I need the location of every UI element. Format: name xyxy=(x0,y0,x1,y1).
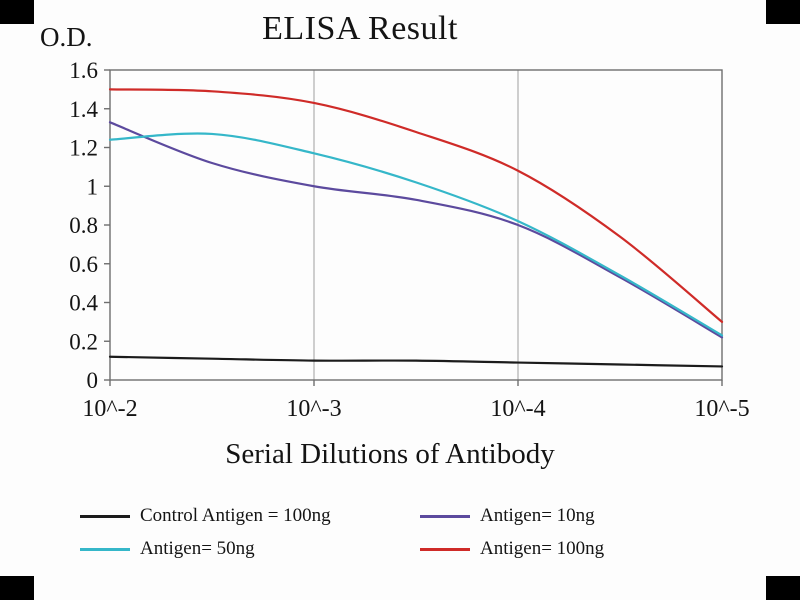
legend-item: Control Antigen = 100ng xyxy=(80,505,420,527)
series-line-antigen-50ng xyxy=(108,132,724,337)
legend-item: Antigen= 50ng xyxy=(80,538,420,560)
y-tick-label: 0 xyxy=(87,368,99,393)
y-tick-label: 1 xyxy=(87,174,99,199)
y-tick-label: 0.6 xyxy=(69,252,98,277)
legend-line-swatch xyxy=(420,547,470,551)
legend-item: Antigen= 10ng xyxy=(420,505,760,527)
corner-mark xyxy=(766,576,800,600)
y-tick-label: 0.8 xyxy=(69,213,98,238)
x-tick-label: 10^-4 xyxy=(490,396,545,422)
x-axis-title: Serial Dilutions of Antibody xyxy=(225,438,555,470)
y-tick-label: 1.2 xyxy=(69,136,98,161)
x-tick-label: 10^-3 xyxy=(286,396,341,422)
legend-line-swatch xyxy=(420,514,470,518)
legend-line-swatch xyxy=(80,514,130,518)
legend: Control Antigen = 100ng Antigen= 10ng Anti… xyxy=(80,505,760,560)
legend-label: Antigen= 100ng xyxy=(480,538,605,559)
corner-mark xyxy=(0,576,34,600)
series-line-antigen-100ng xyxy=(108,88,724,323)
series-line-control-antigen-100ng xyxy=(108,355,724,368)
x-tick-label: 10^-5 xyxy=(694,396,749,422)
y-axis-title: O.D. xyxy=(40,22,93,52)
y-tick-label: 0.4 xyxy=(69,291,98,316)
chart-title: ELISA Result xyxy=(262,10,458,47)
corner-mark xyxy=(0,0,34,24)
plot-border xyxy=(109,69,723,381)
y-tick-label: 0.2 xyxy=(69,329,98,354)
x-tick-label: 10^-2 xyxy=(82,396,137,422)
legend-item: Antigen= 100ng xyxy=(420,538,760,560)
legend-label: Antigen= 10ng xyxy=(480,505,595,526)
y-tick-label: 1.4 xyxy=(69,97,98,122)
series-line-antigen-10ng xyxy=(108,121,724,339)
y-tick-label: 1.6 xyxy=(69,58,98,83)
legend-label: Control Antigen = 100ng xyxy=(140,505,331,526)
corner-mark xyxy=(766,0,800,24)
legend-line-swatch xyxy=(80,547,130,551)
legend-label: Antigen= 50ng xyxy=(140,538,255,559)
